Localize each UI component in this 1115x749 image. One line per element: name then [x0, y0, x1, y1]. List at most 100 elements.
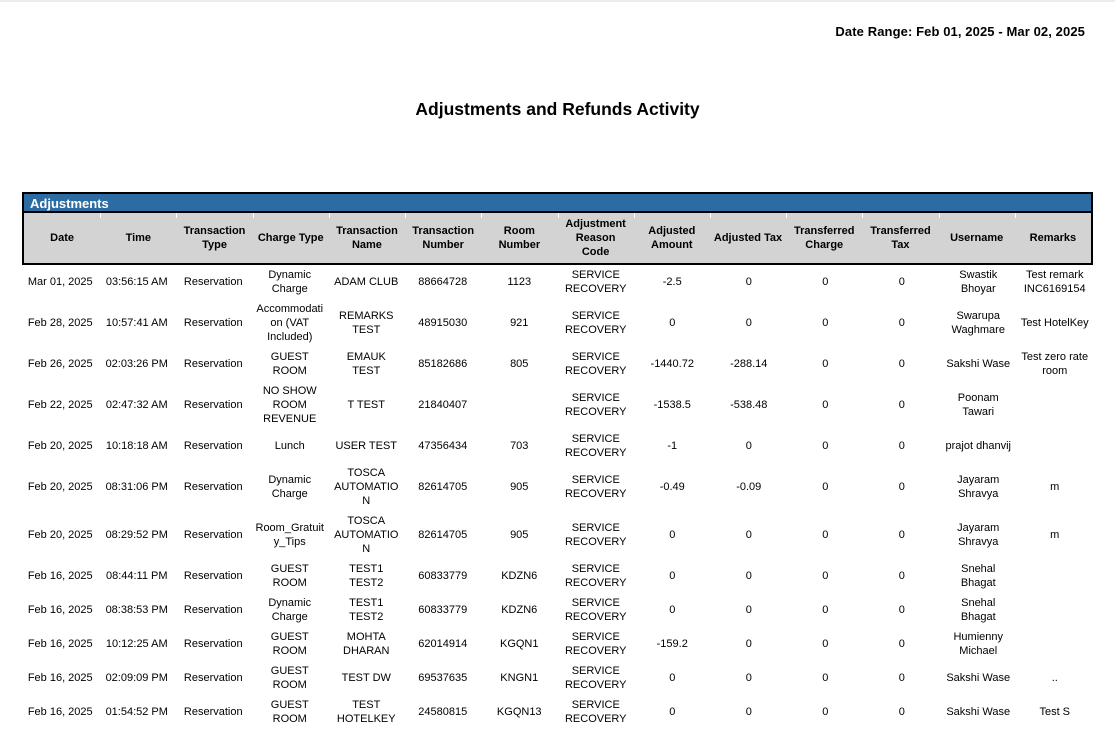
cell-adjusted-tax: 0: [745, 317, 752, 329]
cell-date: Feb 16, 2025: [27, 570, 93, 582]
cell-adjusted-tax: -288.14: [730, 358, 768, 370]
table-row: Feb 22, 2025 02:47:32 AM Reservation NO SHO…: [22, 381, 1093, 429]
cell-date: Feb 26, 2025: [27, 358, 93, 370]
cell-transferred-tax: 0: [898, 317, 905, 329]
col-header-transferred-charge: Transferred Charge: [786, 213, 862, 263]
cell-transaction-name: TEST DW: [341, 672, 391, 684]
cell-transaction-name: MOHTA DHARAN: [343, 631, 390, 657]
cell-adjustment-reason-code: SERVICE RECOVERY: [564, 269, 627, 295]
cell-date: Feb 20, 2025: [27, 440, 93, 452]
cell-time: 03:56:15 AM: [105, 276, 168, 288]
cell-charge-type: GUEST ROOM: [270, 631, 309, 657]
cell-username: Jayaram Shravya: [957, 522, 1000, 548]
cell-remarks: [1017, 593, 1094, 627]
table-body: Mar 01, 2025 03:56:15 AM Reservation Dynami…: [22, 265, 1093, 729]
col-header-charge-type: Charge Type: [252, 213, 329, 263]
cell-username: Swastik Bhoyar: [959, 269, 998, 295]
cell-adjusted-tax: -538.48: [730, 399, 768, 411]
cell-transferred-tax: 0: [898, 570, 905, 582]
date-range-label: Date Range: Feb 01, 2025 - Mar 02, 2025: [835, 24, 1085, 39]
cell-adjusted-amount: -2.5: [662, 276, 682, 288]
cell-transaction-name: T TEST: [347, 399, 386, 411]
cell-transaction-number: 24580815: [418, 706, 468, 718]
cell-transferred-charge: 0: [822, 604, 829, 616]
cell-date: Mar 01, 2025: [27, 276, 93, 288]
cell-time: 02:09:09 PM: [105, 672, 168, 684]
cell-remarks: [1017, 429, 1094, 463]
cell-adjustment-reason-code: SERVICE RECOVERY: [564, 631, 627, 657]
cell-username: Jayaram Shravya: [957, 474, 1000, 500]
cell-adjustment-reason-code: SERVICE RECOVERY: [564, 474, 627, 500]
cell-transferred-tax: 0: [898, 706, 905, 718]
cell-date: Feb 16, 2025: [27, 638, 93, 650]
cell-room-number: [481, 381, 558, 429]
cell-time: 02:47:32 AM: [105, 399, 168, 411]
cell-transaction-number: 69537635: [418, 672, 468, 684]
table-row: Feb 16, 2025 02:09:09 PM Reservation GUEST …: [22, 661, 1093, 695]
cell-time: 10:18:18 AM: [105, 440, 168, 452]
col-header-adjusted-tax: Adjusted Tax: [709, 213, 786, 263]
cell-adjusted-tax: 0: [745, 638, 752, 650]
cell-date: Feb 28, 2025: [27, 317, 93, 329]
col-header-transaction-type: Transaction Type: [176, 213, 252, 263]
cell-adjustment-reason-code: SERVICE RECOVERY: [564, 310, 627, 336]
cell-adjustment-reason-code: SERVICE RECOVERY: [564, 433, 627, 459]
table-row: Feb 20, 2025 08:31:06 PM Reservation Dynami…: [22, 463, 1093, 511]
cell-time: 08:38:53 PM: [105, 604, 168, 616]
cell-transaction-number: 62014914: [418, 638, 468, 650]
cell-transaction-number: 82614705: [418, 481, 468, 493]
page-title: Adjustments and Refunds Activity: [415, 99, 700, 119]
cell-date: Feb 16, 2025: [27, 604, 93, 616]
cell-transferred-charge: 0: [822, 706, 829, 718]
cell-adjusted-amount: -0.49: [659, 481, 685, 493]
cell-transaction-type: Reservation: [183, 638, 243, 650]
cell-remarks: Test HotelKey: [1020, 317, 1089, 329]
table-row: Feb 26, 2025 02:03:26 PM Reservation GUEST …: [22, 347, 1093, 381]
cell-adjustment-reason-code: SERVICE RECOVERY: [564, 392, 627, 418]
cell-transaction-number: 85182686: [418, 358, 468, 370]
cell-transaction-number: 82614705: [418, 529, 468, 541]
cell-transferred-charge: 0: [822, 481, 829, 493]
col-header-time: Time: [100, 213, 176, 263]
cell-remarks: ..: [1051, 672, 1058, 684]
cell-charge-type: Dynamic Charge: [268, 474, 312, 500]
cell-room-number: 921: [510, 317, 529, 329]
cell-username: Snehal Bhagat: [960, 563, 996, 589]
cell-adjustment-reason-code: SERVICE RECOVERY: [564, 563, 627, 589]
cell-transaction-type: Reservation: [183, 604, 243, 616]
cell-transaction-number: 48915030: [418, 317, 468, 329]
cell-time: 08:29:52 PM: [105, 529, 168, 541]
cell-adjusted-amount: -1538.5: [653, 399, 691, 411]
cell-date: Feb 20, 2025: [27, 529, 93, 541]
column-header-row: Date Time Transaction Type Charge Type Trans…: [24, 213, 1091, 263]
cell-transaction-type: Reservation: [183, 706, 243, 718]
cell-time: 02:03:26 PM: [105, 358, 168, 370]
adjustments-report-table: Adjustments Date Time Transaction Type Char…: [22, 192, 1093, 729]
cell-adjusted-amount: 0: [669, 570, 676, 582]
cell-transferred-charge: 0: [822, 570, 829, 582]
cell-date: Feb 16, 2025: [27, 706, 93, 718]
cell-transferred-tax: 0: [898, 638, 905, 650]
cell-remarks: [1017, 627, 1094, 661]
cell-transaction-number: 60833779: [418, 570, 468, 582]
cell-adjustment-reason-code: SERVICE RECOVERY: [564, 522, 627, 548]
cell-charge-type: NO SHOW ROOM REVENUE: [262, 385, 317, 425]
cell-room-number: KDZN6: [501, 604, 538, 616]
col-header-date: Date: [50, 232, 75, 244]
cell-transaction-name: TEST1 TEST2: [349, 597, 384, 623]
cell-transaction-type: Reservation: [183, 570, 243, 582]
cell-transferred-tax: 0: [898, 529, 905, 541]
cell-charge-type: GUEST ROOM: [270, 563, 309, 589]
cell-date: Feb 22, 2025: [27, 399, 93, 411]
cell-transaction-name: ADAM CLUB: [334, 276, 399, 288]
cell-transaction-type: Reservation: [183, 276, 243, 288]
col-header-remarks: Remarks: [1014, 213, 1091, 263]
cell-transferred-charge: 0: [822, 317, 829, 329]
cell-date: Feb 16, 2025: [27, 672, 93, 684]
cell-adjusted-amount: -1: [667, 440, 678, 452]
cell-adjustment-reason-code: SERVICE RECOVERY: [564, 597, 627, 623]
report-page: Date Range: Feb 01, 2025 - Mar 02, 2025 …: [0, 24, 1115, 729]
cell-transaction-number: 60833779: [418, 604, 468, 616]
cell-adjusted-amount: 0: [669, 672, 676, 684]
table-row: Feb 16, 2025 01:54:52 PM Reservation GUEST …: [22, 695, 1093, 729]
